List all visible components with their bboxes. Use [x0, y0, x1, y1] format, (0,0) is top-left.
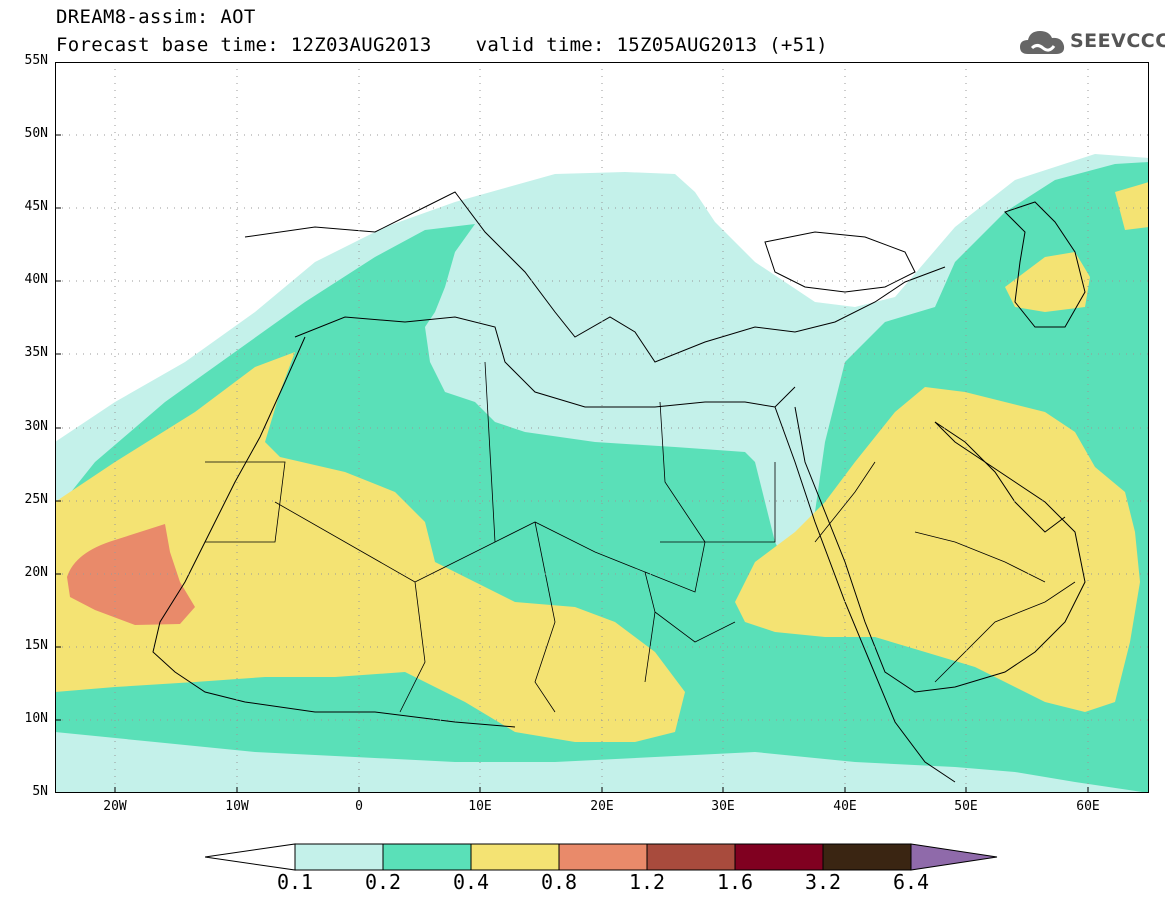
lat-label: 45N — [24, 199, 48, 214]
colorbar-label: 0.1 — [276, 870, 314, 894]
coast-west-africa — [152, 336, 516, 728]
lon-label: 40E — [833, 799, 857, 814]
logo-text: SEEVCCC — [1070, 30, 1165, 52]
colorbar-over-triangle — [910, 843, 998, 871]
coast-north-africa — [294, 316, 796, 408]
aot-class-0-8 — [67, 524, 195, 625]
aot-class-0-4-arabia — [735, 387, 1140, 712]
lon-label: 20E — [590, 799, 614, 814]
colorbar-label: 1.6 — [716, 870, 754, 894]
aot-map — [55, 61, 1149, 793]
lon-label: 50E — [954, 799, 978, 814]
lon-label: 0 — [355, 799, 363, 814]
colorbar-label: 0.4 — [452, 870, 490, 894]
lat-label: 20N — [24, 565, 48, 580]
valid-time: valid time: 15Z05AUG2013 (+51) — [475, 34, 828, 56]
lat-label: 40N — [24, 272, 48, 287]
coast-gulf — [934, 421, 1066, 533]
colorbar-label: 0.2 — [364, 870, 402, 894]
colorbar-under-triangle — [204, 843, 296, 871]
lon-label: 10W — [225, 799, 249, 814]
colorbar-label: 6.4 — [892, 870, 930, 894]
lat-label: 30N — [24, 419, 48, 434]
colorbar-swatch — [470, 843, 560, 871]
lon-label: 30E — [711, 799, 735, 814]
colorbar-swatch — [734, 843, 824, 871]
coast-black-sea — [764, 231, 916, 293]
colorbar-swatch — [382, 843, 472, 871]
coast-red-sea-africa — [774, 406, 956, 783]
colorbar — [204, 842, 1000, 872]
graticule — [55, 62, 1149, 793]
colorbar-label: 0.8 — [540, 870, 578, 894]
lat-label: 15N — [24, 638, 48, 653]
colorbar-swatch — [646, 843, 736, 871]
colorbar-label: 3.2 — [804, 870, 842, 894]
coast-arabia — [794, 406, 1086, 693]
lat-label: 5N — [32, 784, 48, 799]
coast-caspian — [1004, 201, 1086, 328]
border-lines — [205, 361, 1076, 713]
lat-label: 35N — [24, 345, 48, 360]
colorbar-swatch — [822, 843, 912, 871]
cloud-icon — [1020, 31, 1065, 54]
colorbar-swatch — [558, 843, 648, 871]
aot-class-0-4-caspian — [1005, 252, 1090, 312]
lon-label: 10E — [468, 799, 492, 814]
lat-label: 25N — [24, 492, 48, 507]
seevccc-logo: SEEVCCC — [1018, 24, 1165, 60]
lat-label: 50N — [24, 126, 48, 141]
lat-label: 55N — [24, 53, 48, 68]
map-title: DREAM8-assim: AOT — [56, 6, 256, 28]
colorbar-label: 1.2 — [628, 870, 666, 894]
lon-label: 60E — [1076, 799, 1100, 814]
base-time: Forecast base time: 12Z03AUG2013 — [56, 34, 432, 56]
lon-label: 20W — [103, 799, 127, 814]
coast-europe — [244, 191, 946, 363]
aot-class-0-4 — [55, 352, 685, 742]
colorbar-swatch — [294, 843, 384, 871]
lat-label: 10N — [24, 711, 48, 726]
time-info: Forecast base time: 12Z03AUG2013 valid ti… — [56, 34, 828, 56]
aot-class-0-4-north — [1115, 182, 1149, 230]
